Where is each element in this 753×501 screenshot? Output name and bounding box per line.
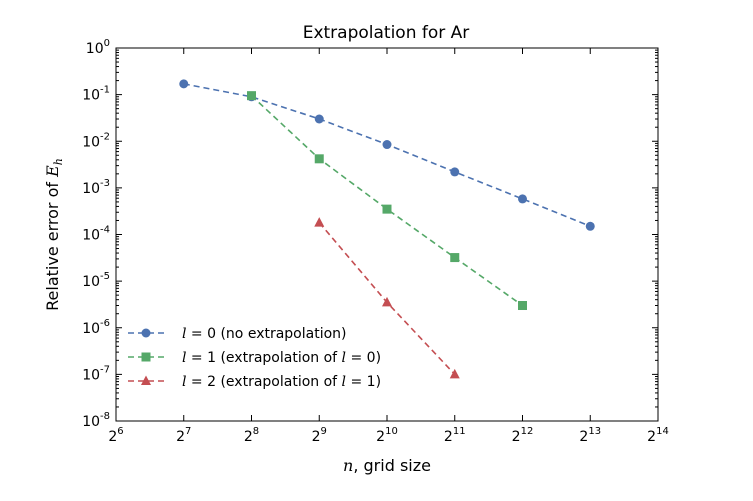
x-tick-label: 214 — [647, 426, 669, 445]
data-point — [247, 91, 256, 101]
y-axis-label: Relative error of Eh — [43, 158, 65, 311]
x-tick-label: 213 — [579, 426, 601, 445]
x-tick-label: 28 — [244, 426, 259, 445]
y-tick-label: 100 — [86, 38, 110, 57]
data-point — [518, 194, 527, 204]
x-tick-label: 26 — [108, 426, 123, 445]
data-point — [179, 79, 189, 89]
data-point — [450, 253, 460, 263]
legend-label: l = 1 (extrapolation of l = 0) — [182, 350, 381, 366]
data-point — [382, 204, 392, 214]
data-point — [314, 217, 325, 227]
legend-label: l = 0 (no extrapolation) — [182, 326, 347, 342]
legend-item-1: l = 1 (extrapolation of l = 0) — [128, 350, 381, 366]
data-point — [518, 301, 527, 311]
data-point — [382, 140, 392, 150]
x-tick-label: 29 — [312, 426, 327, 445]
y-tick-label: 10-5 — [82, 271, 110, 290]
data-point — [382, 296, 392, 307]
series-line — [250, 95, 523, 307]
series-1 — [247, 91, 527, 311]
series-layer — [179, 79, 595, 379]
data-point — [585, 221, 595, 231]
x-tick-label: 211 — [444, 426, 466, 445]
data-point — [449, 368, 460, 379]
y-tick-label: 10-1 — [82, 85, 110, 104]
y-tick-label: 10-8 — [82, 411, 110, 430]
series-2 — [314, 217, 460, 379]
legend-swatch-marker — [141, 328, 151, 338]
x-tick-label: 210 — [376, 426, 398, 445]
y-tick-label: 10-4 — [82, 225, 110, 244]
axes: 26 27 28 29 210 211 212 213 214 100 10-1 10-2 10-3 10… — [43, 38, 669, 475]
legend: l = 0 (no extrapolation) l = 1 (extrapola… — [128, 326, 381, 390]
x-axis-label: n, grid size — [343, 456, 431, 475]
x-tick-label: 212 — [512, 426, 534, 445]
legend-swatch-marker — [141, 375, 151, 385]
x-tick-label: 27 — [176, 426, 191, 445]
y-tick-label: 10-7 — [82, 364, 110, 383]
data-point — [450, 167, 460, 177]
y-tick-label: 10-6 — [82, 318, 110, 337]
y-tick-label: 10-2 — [82, 131, 110, 150]
data-point — [314, 114, 324, 124]
chart-title: Extrapolation for Ar — [303, 23, 470, 43]
legend-swatch-marker — [141, 352, 151, 362]
y-tick-label: 10-3 — [82, 178, 110, 197]
data-point — [314, 154, 324, 164]
legend-item-2: l = 2 (extrapolation of l = 1) — [128, 374, 381, 390]
legend-label: l = 2 (extrapolation of l = 1) — [182, 374, 381, 390]
legend-item-0: l = 0 (no extrapolation) — [128, 326, 347, 342]
